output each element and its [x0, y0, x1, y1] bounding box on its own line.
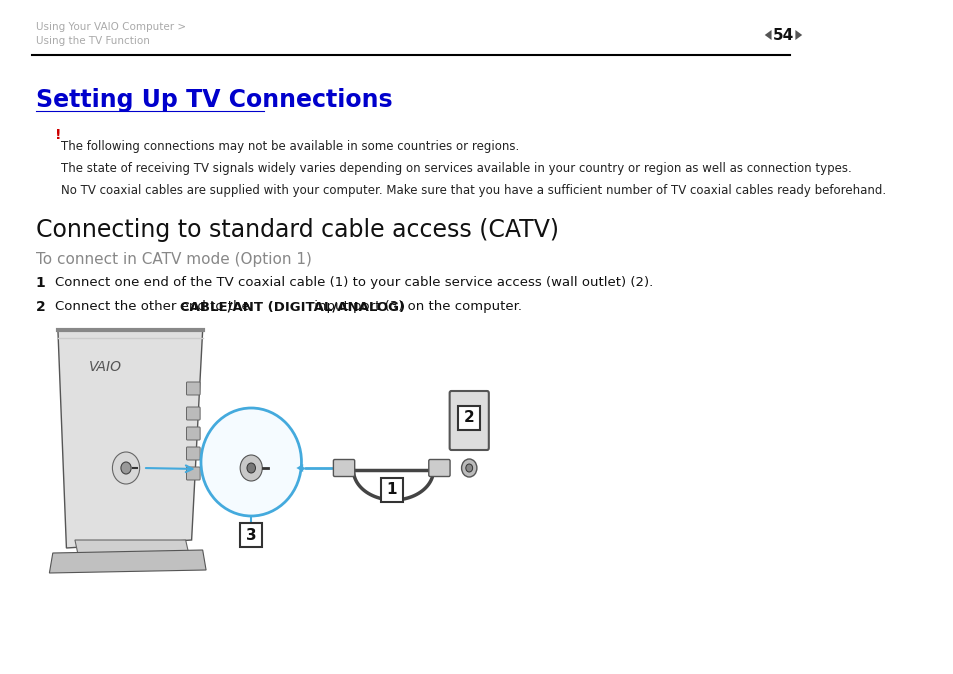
- Circle shape: [112, 452, 139, 484]
- Text: To connect in CATV mode (Option 1): To connect in CATV mode (Option 1): [35, 252, 312, 267]
- Text: CABLE/ANT: CABLE/ANT: [230, 441, 273, 450]
- Circle shape: [461, 459, 476, 477]
- Text: 54: 54: [772, 28, 793, 42]
- Polygon shape: [296, 464, 303, 472]
- FancyBboxPatch shape: [449, 391, 488, 450]
- Polygon shape: [795, 30, 801, 40]
- Text: The state of receiving TV signals widely varies depending on services available : The state of receiving TV signals widely…: [61, 162, 851, 175]
- Polygon shape: [58, 330, 202, 548]
- Text: Connecting to standard cable access (CATV): Connecting to standard cable access (CAT…: [35, 218, 558, 242]
- FancyBboxPatch shape: [428, 460, 450, 477]
- Text: input port (3) on the computer.: input port (3) on the computer.: [310, 300, 521, 313]
- FancyBboxPatch shape: [186, 427, 200, 440]
- Text: 1: 1: [35, 276, 46, 290]
- Text: The following connections may not be available in some countries or regions.: The following connections may not be ava…: [61, 140, 519, 153]
- FancyBboxPatch shape: [457, 406, 479, 430]
- Text: No TV coaxial cables are supplied with your computer. Make sure that you have a : No TV coaxial cables are supplied with y…: [61, 184, 885, 197]
- FancyBboxPatch shape: [240, 523, 262, 547]
- Text: 2: 2: [35, 300, 46, 314]
- FancyBboxPatch shape: [186, 407, 200, 420]
- Polygon shape: [764, 30, 771, 40]
- Text: Using the TV Function: Using the TV Function: [35, 36, 150, 46]
- Text: (DIGITAL/ANALOG): (DIGITAL/ANALOG): [222, 449, 280, 454]
- Polygon shape: [75, 540, 189, 556]
- Text: 3: 3: [246, 528, 256, 543]
- Circle shape: [465, 464, 472, 472]
- Polygon shape: [50, 550, 206, 573]
- FancyBboxPatch shape: [186, 382, 200, 395]
- FancyBboxPatch shape: [333, 460, 355, 477]
- FancyBboxPatch shape: [186, 447, 200, 460]
- Text: VAIO: VAIO: [90, 360, 122, 374]
- Circle shape: [240, 455, 262, 481]
- Text: 2: 2: [463, 410, 474, 425]
- FancyBboxPatch shape: [186, 467, 200, 480]
- Text: CABLE/ANT (DIGITAL/ANALOG): CABLE/ANT (DIGITAL/ANALOG): [180, 300, 405, 313]
- Circle shape: [247, 463, 255, 473]
- Circle shape: [121, 462, 131, 474]
- Text: !: !: [55, 128, 62, 142]
- Ellipse shape: [201, 408, 301, 516]
- Text: Using Your VAIO Computer >: Using Your VAIO Computer >: [35, 22, 186, 32]
- FancyBboxPatch shape: [380, 478, 402, 502]
- Text: Connect the other end to the: Connect the other end to the: [55, 300, 254, 313]
- Text: Setting Up TV Connections: Setting Up TV Connections: [35, 88, 392, 112]
- Text: 1: 1: [386, 483, 396, 497]
- Text: Connect one end of the TV coaxial cable (1) to your cable service access (wall o: Connect one end of the TV coaxial cable …: [55, 276, 653, 289]
